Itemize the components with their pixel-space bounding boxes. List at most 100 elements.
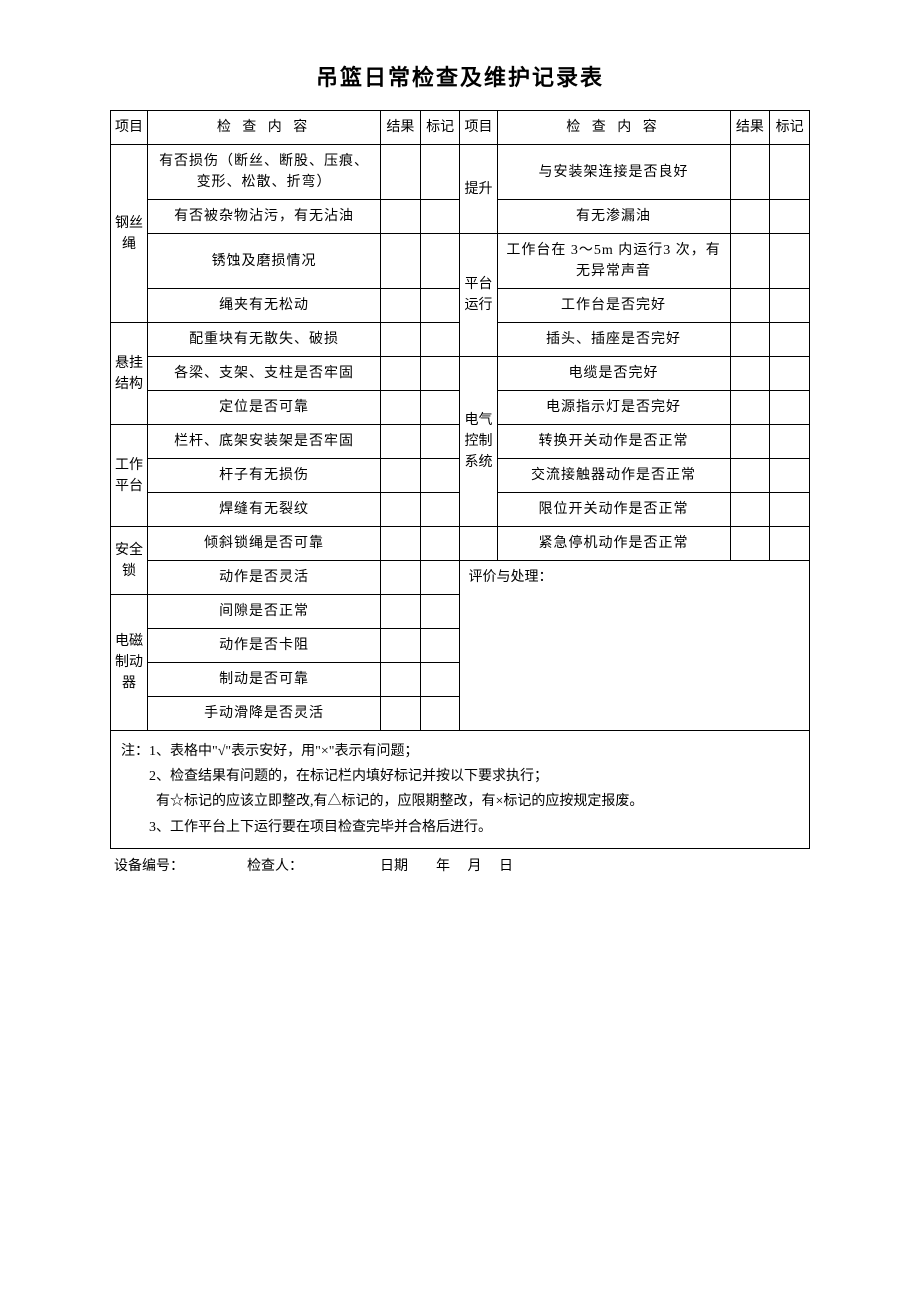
mark-cell[interactable] — [770, 200, 810, 234]
date-label: 日期 — [380, 855, 408, 875]
result-cell[interactable] — [381, 561, 421, 595]
result-cell[interactable] — [381, 595, 421, 629]
result-cell[interactable] — [381, 357, 421, 391]
mark-cell[interactable] — [770, 145, 810, 200]
mark-cell[interactable] — [420, 357, 460, 391]
right-item: 转换开关动作是否正常 — [497, 425, 730, 459]
year-value[interactable] — [408, 855, 436, 875]
result-cell[interactable] — [381, 527, 421, 561]
header-result-left: 结果 — [381, 111, 421, 145]
mark-cell[interactable] — [420, 663, 460, 697]
result-cell[interactable] — [381, 459, 421, 493]
mark-cell[interactable] — [770, 493, 810, 527]
left-item: 杆子有无损伤 — [148, 459, 381, 493]
left-cat2-name: 悬挂结构 — [111, 323, 148, 425]
evaluation-area[interactable]: 评价与处理： — [460, 561, 810, 731]
left-item: 有否被杂物沾污，有无沾油 — [148, 200, 381, 234]
mark-cell[interactable] — [420, 200, 460, 234]
device-no-label: 设备编号： — [114, 855, 184, 875]
right-cat1-name: 提升 — [460, 145, 497, 234]
result-cell[interactable] — [730, 145, 770, 200]
left-item: 动作是否灵活 — [148, 561, 381, 595]
mark-cell[interactable] — [420, 323, 460, 357]
left-item: 间隙是否正常 — [148, 595, 381, 629]
result-cell[interactable] — [381, 323, 421, 357]
result-cell[interactable] — [381, 289, 421, 323]
mark-cell[interactable] — [420, 289, 460, 323]
mark-cell[interactable] — [770, 289, 810, 323]
mark-cell[interactable] — [770, 323, 810, 357]
result-cell[interactable] — [381, 391, 421, 425]
mark-cell[interactable] — [770, 357, 810, 391]
month-value[interactable] — [450, 855, 468, 875]
result-cell[interactable] — [730, 527, 770, 561]
left-cat4-name: 安全锁 — [111, 527, 148, 595]
result-cell[interactable] — [381, 145, 421, 200]
result-cell[interactable] — [730, 357, 770, 391]
header-result-right: 结果 — [730, 111, 770, 145]
right-item: 紧急停机动作是否正常 — [497, 527, 730, 561]
result-cell[interactable] — [730, 200, 770, 234]
empty-cell — [460, 527, 497, 561]
mark-cell[interactable] — [420, 697, 460, 731]
right-item: 电缆是否完好 — [497, 357, 730, 391]
result-cell[interactable] — [381, 629, 421, 663]
left-item: 定位是否可靠 — [148, 391, 381, 425]
mark-cell[interactable] — [420, 459, 460, 493]
right-item: 限位开关动作是否正常 — [497, 493, 730, 527]
left-item: 各梁、支架、支柱是否牢固 — [148, 357, 381, 391]
result-cell[interactable] — [381, 697, 421, 731]
mark-cell[interactable] — [420, 234, 460, 289]
result-cell[interactable] — [730, 323, 770, 357]
left-cat3-name: 工作平台 — [111, 425, 148, 527]
header-mark-left: 标记 — [420, 111, 460, 145]
result-cell[interactable] — [381, 200, 421, 234]
left-item: 栏杆、底架安装架是否牢固 — [148, 425, 381, 459]
result-cell[interactable] — [730, 425, 770, 459]
mark-cell[interactable] — [420, 493, 460, 527]
right-item: 工作台在 3～5m 内运行3 次，有无异常声音 — [497, 234, 730, 289]
mark-cell[interactable] — [420, 561, 460, 595]
header-content-left: 检 查 内 容 — [148, 111, 381, 145]
mark-cell[interactable] — [770, 459, 810, 493]
left-item: 手动滑降是否灵活 — [148, 697, 381, 731]
result-cell[interactable] — [730, 459, 770, 493]
right-cat2-name: 平台运行 — [460, 234, 497, 357]
header-mark-right: 标记 — [770, 111, 810, 145]
result-cell[interactable] — [381, 425, 421, 459]
day-value[interactable] — [482, 855, 500, 875]
mark-cell[interactable] — [420, 527, 460, 561]
mark-cell[interactable] — [420, 629, 460, 663]
mark-cell[interactable] — [420, 425, 460, 459]
header-content-right: 检 查 内 容 — [497, 111, 730, 145]
left-item: 焊缝有无裂纹 — [148, 493, 381, 527]
left-item: 倾斜锁绳是否可靠 — [148, 527, 381, 561]
result-cell[interactable] — [381, 493, 421, 527]
left-cat5-name: 电磁制动器 — [111, 595, 148, 731]
mark-cell[interactable] — [420, 145, 460, 200]
right-cat3-name: 电气控制系统 — [460, 357, 497, 527]
mark-cell[interactable] — [420, 595, 460, 629]
inspector-value[interactable] — [303, 855, 380, 875]
mark-cell[interactable] — [770, 425, 810, 459]
right-item: 有无渗漏油 — [497, 200, 730, 234]
mark-cell[interactable] — [770, 527, 810, 561]
note-line2b: 有☆标记的应该立即整改,有△标记的，应限期整改，有×标记的应按规定报废。 — [121, 789, 799, 814]
note-line2: 2、检查结果有问题的，在标记栏内填好标记并按以下要求执行； — [121, 769, 548, 784]
result-cell[interactable] — [730, 391, 770, 425]
mark-cell[interactable] — [770, 391, 810, 425]
page-title: 吊篮日常检查及维护记录表 — [110, 60, 810, 92]
note-line1: 注：1、表格中"√"表示安好，用"×"表示有问题； — [121, 744, 418, 759]
mark-cell[interactable] — [420, 391, 460, 425]
month-label: 月 — [468, 855, 482, 875]
result-cell[interactable] — [730, 493, 770, 527]
left-item: 绳夹有无松动 — [148, 289, 381, 323]
result-cell[interactable] — [730, 289, 770, 323]
result-cell[interactable] — [381, 663, 421, 697]
result-cell[interactable] — [381, 234, 421, 289]
note-line3: 3、工作平台上下运行要在项目检查完毕并合格后进行。 — [121, 820, 492, 835]
result-cell[interactable] — [730, 234, 770, 289]
day-label: 日 — [499, 855, 513, 875]
mark-cell[interactable] — [770, 234, 810, 289]
device-no-value[interactable] — [184, 855, 247, 875]
